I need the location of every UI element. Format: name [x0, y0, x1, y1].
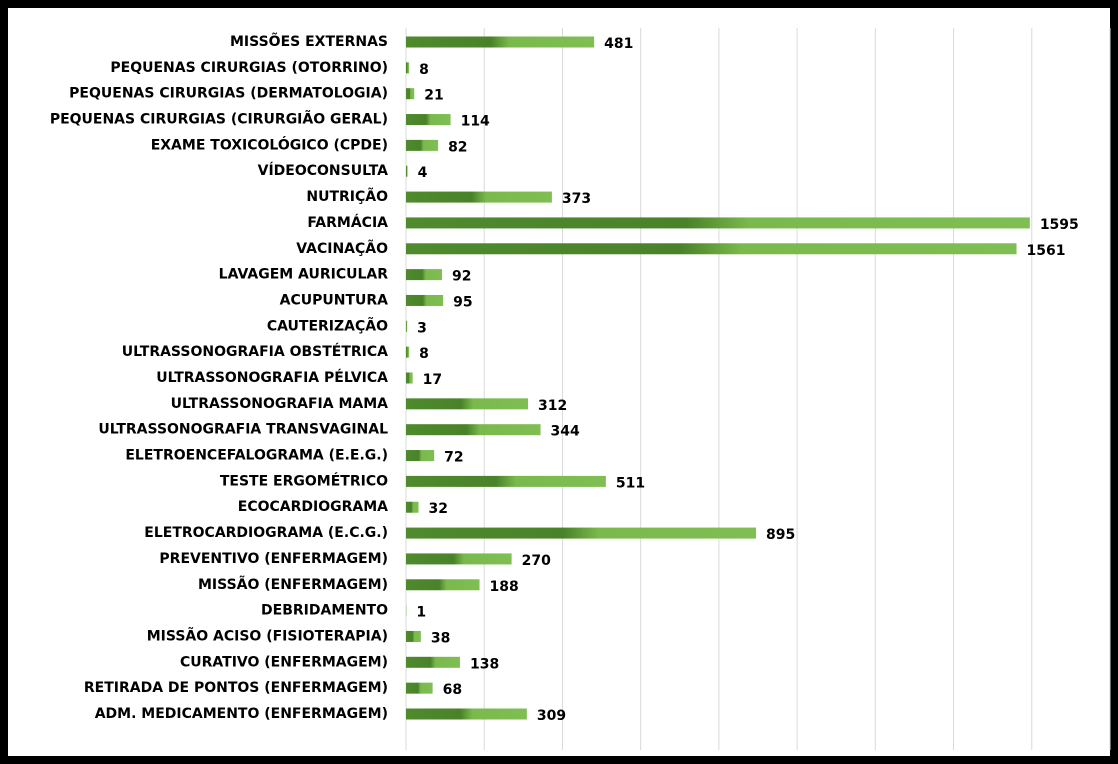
- value-label: 3: [417, 320, 427, 336]
- category-label: ECOCARDIOGRAMA: [238, 499, 388, 515]
- value-label: 188: [490, 579, 519, 595]
- category-label: CURATIVO (ENFERMAGEM): [180, 654, 388, 670]
- category-label: LAVAGEM AURICULAR: [219, 267, 389, 283]
- bar: [406, 630, 421, 642]
- bar: [406, 579, 480, 591]
- bar: [406, 88, 415, 100]
- category-label: ADM. MEDICAMENTO (ENFERMAGEM): [95, 706, 388, 722]
- category-label: ULTRASSONOGRAFIA TRANSVAGINAL: [98, 422, 388, 438]
- value-label: 895: [766, 527, 795, 543]
- bar: [406, 708, 527, 720]
- bar: [406, 320, 408, 332]
- category-label: DEBRIDAMENTO: [261, 603, 388, 619]
- category-label: ELETROENCEFALOGRAMA (E.E.G.): [125, 448, 388, 464]
- bar: [406, 165, 408, 177]
- bar: [406, 424, 541, 436]
- bar: [406, 527, 757, 539]
- category-label: ULTRASSONOGRAFIA PÉLVICA: [156, 369, 388, 386]
- bar: [406, 656, 460, 668]
- bar: [406, 243, 1017, 255]
- bar: [406, 114, 451, 126]
- value-label: 17: [423, 372, 442, 388]
- category-label: PEQUENAS CIRURGIAS (DERMATOLOGIA): [69, 86, 388, 102]
- value-label: 344: [551, 424, 580, 440]
- category-label: ELETROCARDIOGRAMA (E.C.G.): [144, 525, 388, 541]
- category-label: RETIRADA DE PONTOS (ENFERMAGEM): [84, 680, 388, 696]
- value-label: 8: [419, 346, 429, 362]
- category-label: MISSÃO ACISO (FISIOTERAPIA): [147, 627, 388, 644]
- value-label: 309: [537, 708, 566, 724]
- value-label: 373: [562, 191, 591, 207]
- value-label: 95: [453, 294, 472, 310]
- value-label: 114: [461, 114, 490, 130]
- category-label: FARMÁCIA: [307, 214, 388, 231]
- bar: [406, 191, 552, 203]
- category-label: VACINAÇÃO: [296, 240, 388, 257]
- bar: [406, 62, 410, 74]
- value-label: 68: [443, 682, 462, 698]
- bar: [406, 553, 512, 565]
- category-label: VÍDEOCONSULTA: [258, 162, 389, 179]
- category-label: MISSÕES EXTERNAS: [230, 32, 388, 50]
- bar: [406, 346, 410, 358]
- bar: [406, 294, 444, 306]
- value-label: 511: [616, 475, 645, 491]
- value-label: 8: [419, 62, 429, 78]
- category-label: PEQUENAS CIRURGIAS (CIRURGIÃO GERAL): [50, 111, 388, 128]
- category-label: ULTRASSONOGRAFIA OBSTÉTRICA: [122, 343, 388, 360]
- bar: [406, 475, 606, 487]
- bar: [406, 450, 435, 462]
- category-label: MISSÃO (ENFERMAGEM): [198, 576, 388, 593]
- value-label: 82: [448, 139, 467, 155]
- value-label: 32: [429, 501, 448, 517]
- value-label: 270: [522, 553, 551, 569]
- value-label: 1595: [1040, 217, 1079, 233]
- category-label: EXAME TOXICOLÓGICO (CPDE): [151, 135, 388, 153]
- value-label: 1561: [1027, 243, 1066, 259]
- bar: [406, 501, 419, 513]
- category-label: CAUTERIZAÇÃO: [267, 317, 388, 334]
- value-label: 1: [416, 605, 426, 621]
- value-label: 4: [418, 165, 428, 181]
- bar: [406, 36, 595, 48]
- value-label: 21: [424, 88, 443, 104]
- value-label: 38: [431, 630, 450, 646]
- bar: [406, 217, 1030, 229]
- bar: [406, 269, 442, 281]
- bar: [406, 682, 433, 694]
- value-label: 72: [444, 450, 463, 466]
- category-label: PEQUENAS CIRURGIAS (OTORRINO): [110, 60, 388, 76]
- category-label: PREVENTIVO (ENFERMAGEM): [159, 551, 388, 567]
- category-label: TESTE ERGOMÉTRICO: [220, 472, 388, 489]
- category-label: NUTRIÇÃO: [306, 188, 388, 205]
- value-label: 312: [538, 398, 567, 414]
- value-label: 481: [604, 36, 633, 52]
- category-label: ACUPUNTURA: [280, 292, 389, 308]
- value-label: 92: [452, 269, 471, 285]
- bar: [406, 372, 413, 384]
- bar: [406, 139, 439, 151]
- category-label: ULTRASSONOGRAFIA MAMA: [171, 396, 388, 412]
- bar: [406, 398, 529, 410]
- value-label: 138: [470, 656, 499, 672]
